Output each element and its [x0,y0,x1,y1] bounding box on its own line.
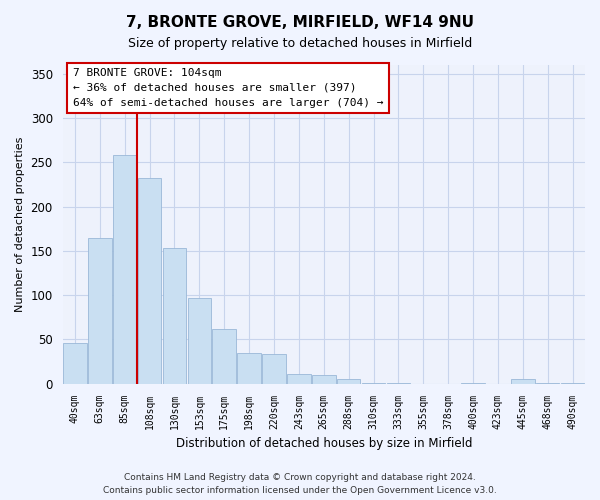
Bar [262,354,286,384]
Bar [113,156,137,384]
Text: 7, BRONTE GROVE, MIRFIELD, WF14 9NU: 7, BRONTE GROVE, MIRFIELD, WF14 9NU [126,15,474,30]
Bar [511,380,535,384]
Bar [362,383,385,384]
Bar [212,329,236,384]
Bar [188,298,211,384]
Bar [63,343,87,384]
Bar [312,375,335,384]
Bar [386,383,410,384]
Text: Contains HM Land Registry data © Crown copyright and database right 2024.
Contai: Contains HM Land Registry data © Crown c… [103,473,497,495]
Bar [88,238,112,384]
Bar [337,380,361,384]
Bar [536,383,559,384]
X-axis label: Distribution of detached houses by size in Mirfield: Distribution of detached houses by size … [176,437,472,450]
Text: Size of property relative to detached houses in Mirfield: Size of property relative to detached ho… [128,38,472,51]
Text: 7 BRONTE GROVE: 104sqm
← 36% of detached houses are smaller (397)
64% of semi-de: 7 BRONTE GROVE: 104sqm ← 36% of detached… [73,68,383,108]
Bar [138,178,161,384]
Y-axis label: Number of detached properties: Number of detached properties [15,136,25,312]
Bar [561,383,584,384]
Bar [163,248,187,384]
Bar [287,374,311,384]
Bar [461,383,485,384]
Bar [238,352,261,384]
